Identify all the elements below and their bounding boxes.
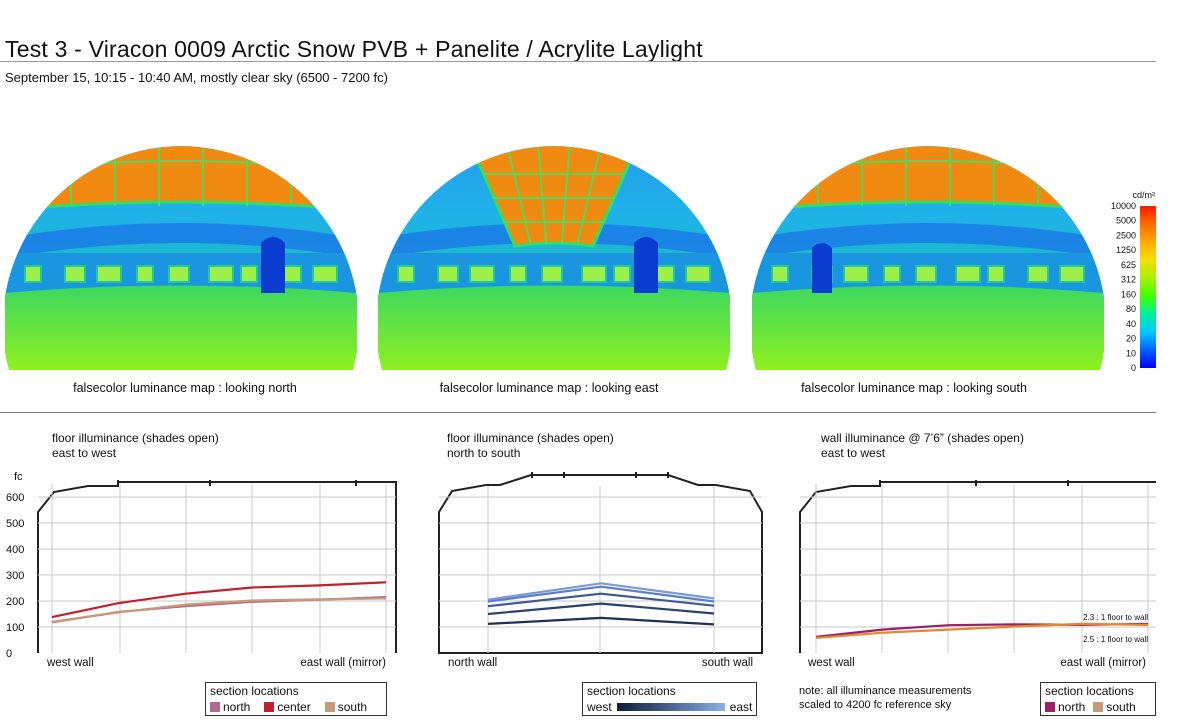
chart-floor-north-south: north wall south wall [438,472,763,669]
doorway [634,237,658,293]
legend-item-south: south [1093,700,1136,714]
grid [439,486,762,653]
scale-tick-label: 625 [1121,260,1136,270]
skylight-grid [483,146,625,245]
y-tick-label: 300 [6,570,24,582]
plot-title-3: wall illuminance @ 7’6” (shades open) eas… [821,431,1024,460]
scale-tick-label: 5000 [1116,216,1136,226]
legend-floor-north-south: section locations west east [582,682,757,716]
doorway [812,243,832,293]
legend-item-south: south [324,700,367,714]
grid [38,484,396,653]
series-line-profile-3 [487,592,715,608]
y-tick-label: 400 [6,544,24,556]
x-end-label: south wall [702,657,753,669]
title-divider [0,61,1156,62]
series-line-center [51,581,387,619]
scale-gradient [1140,206,1156,368]
legend-item-north: north [1045,700,1085,714]
x-start-label: west wall [46,657,94,669]
scale-tick-label: 20 [1126,334,1136,344]
skylight-ceiling [772,146,1084,210]
scale-tick-label: 160 [1121,289,1136,299]
measurement-note: note: all illuminance measurements scaled… [799,685,972,711]
legend-item-center: center [264,700,311,714]
series-line-south [815,622,1149,639]
x-start-label: west wall [807,657,855,669]
scale-unit: cd/m² [1133,190,1156,200]
legend-gradient-bar [616,703,725,711]
gallery-floor [5,285,357,370]
scale-tick-label: 2500 [1116,230,1136,240]
doorway [261,237,285,293]
room-section-outline [37,481,397,653]
plot-title-1: floor illuminance (shades open) east to w… [52,431,219,460]
page-title: Test 3 - Viracon 0009 Arctic Snow PVB + … [5,36,703,62]
gallery-floor [752,285,1104,370]
legend-floor-east-west: section locations north center south [205,682,387,716]
skylight-ceiling [25,146,337,210]
paintings [397,265,711,283]
chart-wall-east-west: west wall east wall (mirror) 2.3 : 1 floor… [799,480,1156,669]
frieze-band [752,223,1104,258]
series-line-profile-4 [487,585,715,603]
image-caption-south: falsecolor luminance map : looking south [801,381,1027,395]
legend-gradient-end: east [729,700,753,714]
series-line-profile-5 [487,582,715,601]
falsecolor-image-south [752,146,1104,370]
y-tick-label: 600 [6,492,24,504]
y-tick-label: 200 [6,596,24,608]
y-tick-label: 500 [6,518,24,530]
series-line-profile-1 [487,616,715,626]
image-caption-north: falsecolor luminance map : looking north [73,381,297,395]
legend-wall-east-west: section locations north south [1040,682,1156,716]
chart-floor-east-west: 0 100 200 300 400 500 600 fc west wall east wall … [6,471,397,669]
gallery-floor [378,285,730,370]
image-caption-east: falsecolor luminance map : looking east [439,381,659,395]
scale-tick-label: 40 [1126,319,1136,329]
x-end-label: east wall (mirror) [300,657,386,669]
y-tick-label: 0 [6,648,12,660]
falsecolor-image-east [378,146,730,370]
section-divider [0,412,1156,413]
scale-tick-label: 10000 [1111,201,1136,211]
legend-gradient-start: west [587,700,612,714]
ratio-annotation: 2.5 : 1 floor to wall [1083,635,1148,644]
series-line-south [51,597,387,623]
scale-tick-label: 1250 [1116,245,1136,255]
plot-title-2: floor illuminance (shades open) north to … [447,431,614,460]
legend-item-north: north [210,700,250,714]
ratio-annotation: 2.3 : 1 floor to wall [1083,613,1148,622]
falsecolor-image-north [5,146,357,370]
page-subtitle: September 15, 10:15 - 10:40 AM, mostly c… [5,70,388,85]
scale-tick-label: 10 [1126,348,1136,358]
scale-tick-label: 0 [1131,363,1136,373]
x-end-label: east wall (mirror) [1060,657,1146,669]
grid [800,484,1156,653]
scale-tick-label: 80 [1126,304,1136,314]
frieze-band [5,223,357,258]
y-tick-label: 100 [6,622,24,634]
paintings [24,265,338,283]
x-start-label: north wall [448,657,497,669]
y-axis-label: fc [14,471,23,483]
series-line-profile-2 [487,602,715,616]
scale-tick-label: 312 [1121,275,1136,285]
